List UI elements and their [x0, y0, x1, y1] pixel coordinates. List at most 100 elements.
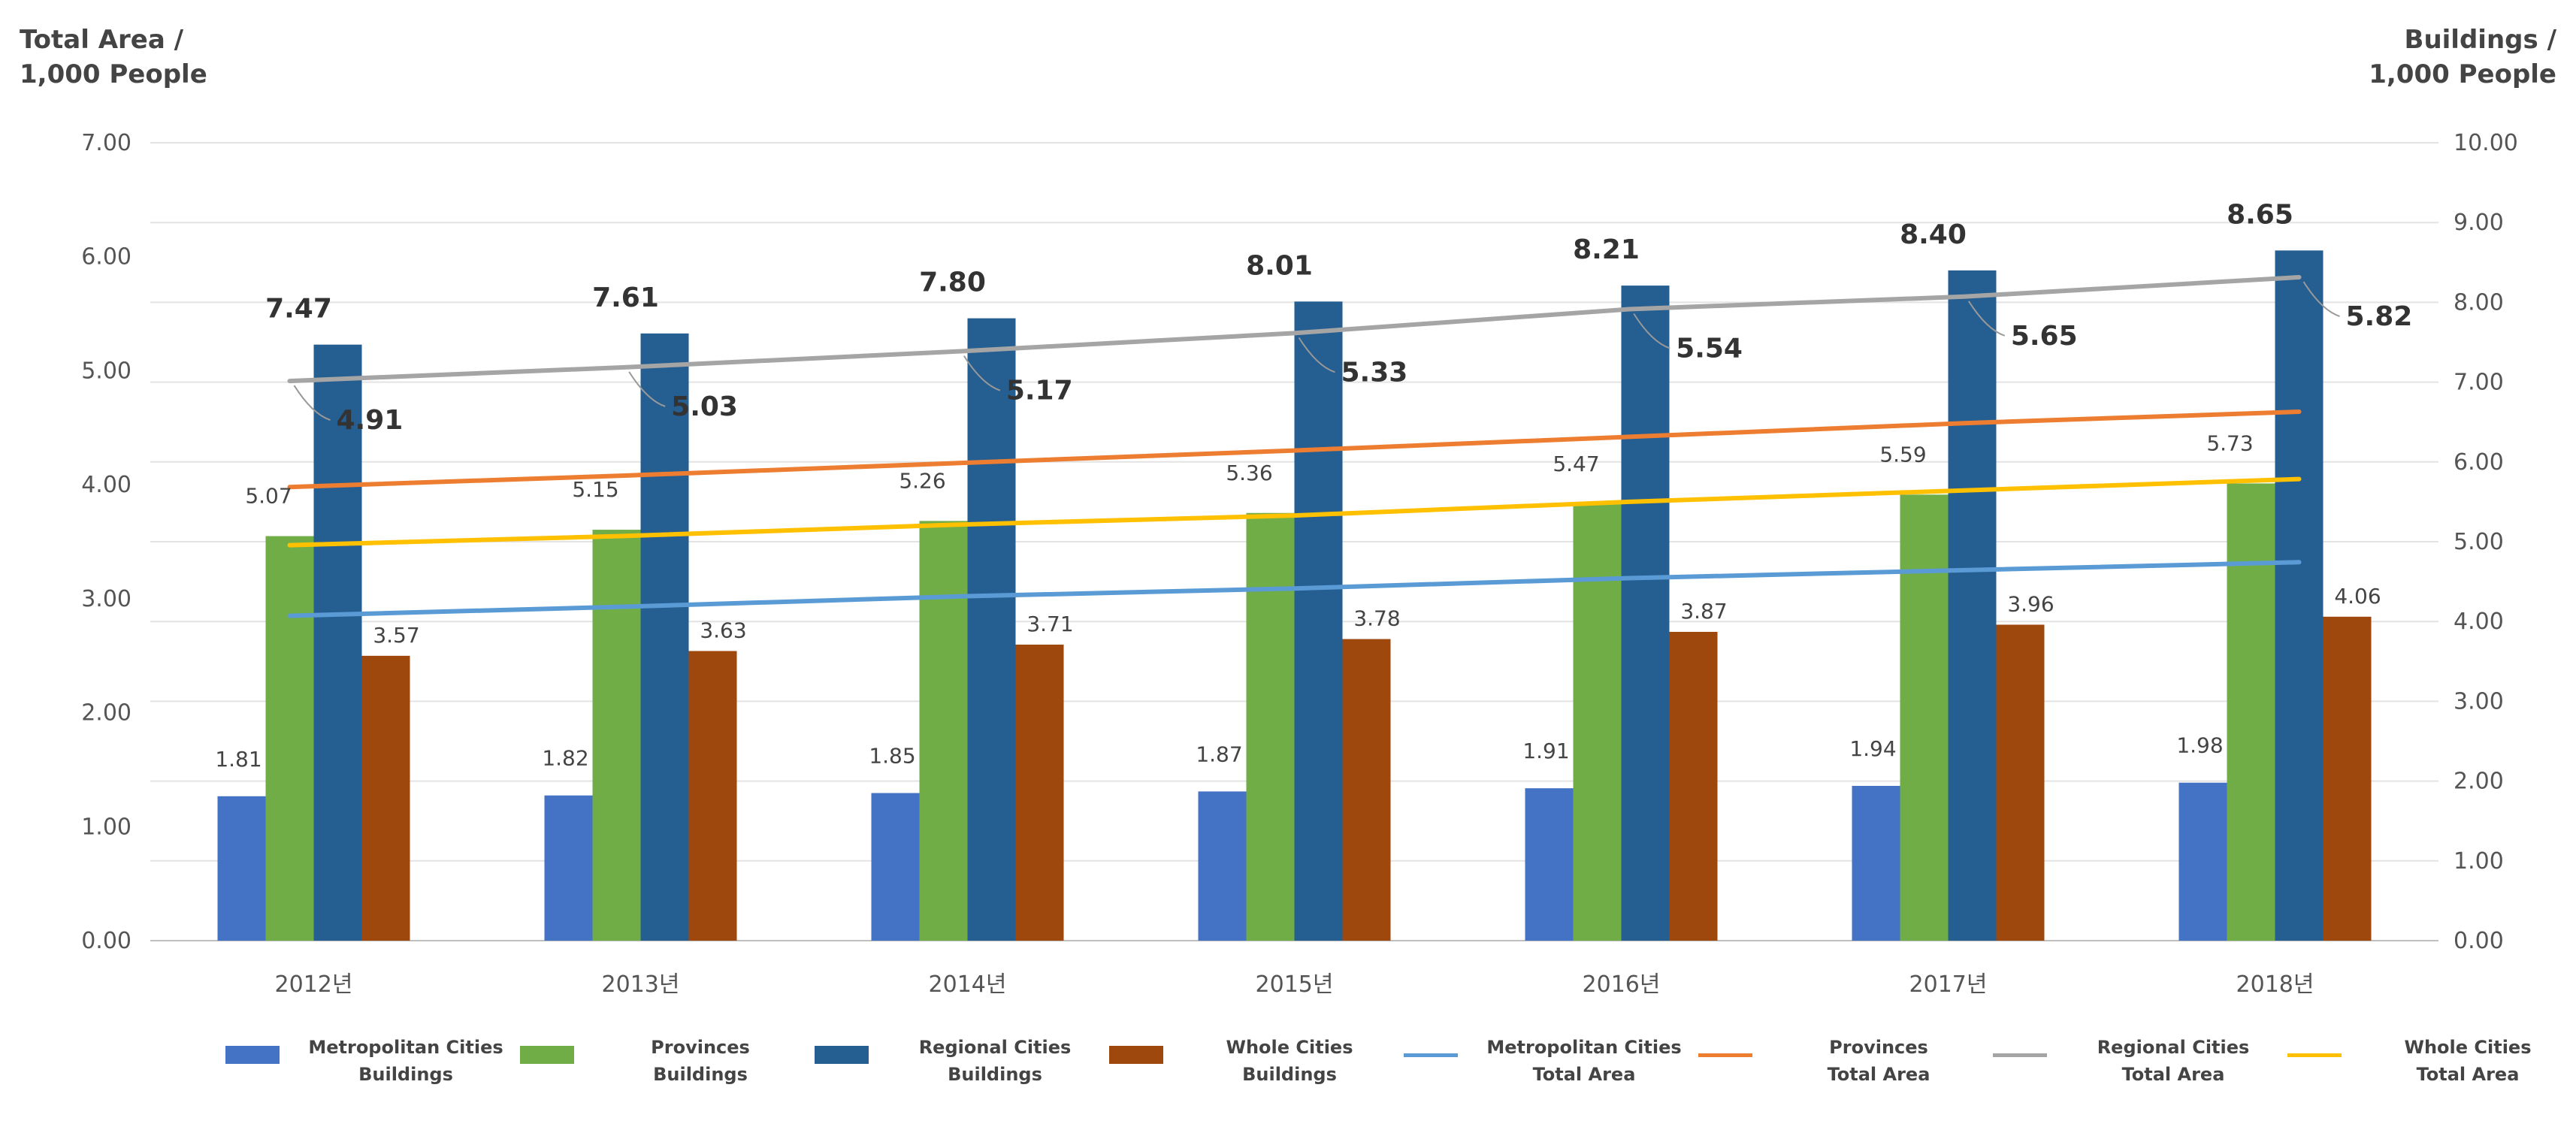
right-tick-label: 4.00: [2454, 609, 2504, 635]
leader-line: [293, 385, 331, 421]
line-data-label: 4.91: [337, 405, 404, 436]
left-tick-label: 0.00: [81, 928, 132, 954]
leader-line: [628, 371, 666, 407]
legend-label: Regional Cities Total Area: [2060, 1034, 2286, 1088]
line-data-label: 5.33: [1341, 357, 1408, 388]
legend-line-swatch: [1993, 1053, 2047, 1057]
legend-label: Metropolitan Cities Buildings: [293, 1034, 519, 1088]
legend-label-line1: Whole Cities: [2404, 1037, 2532, 1058]
left-axis-title-line2: 1,000 People: [20, 59, 207, 89]
bar-data-label: 3.87: [1680, 599, 1727, 624]
legend-label-line1: Whole Cities: [1226, 1037, 1353, 1058]
bar-data-label: 1.82: [542, 746, 588, 771]
bar: [592, 530, 641, 941]
bar-data-label: 3.71: [1026, 612, 1073, 636]
bar-data-label: 5.07: [245, 484, 292, 509]
series-line: [287, 409, 2302, 490]
right-axis-title-line1: Buildings /: [2404, 25, 2556, 55]
bar: [1996, 624, 2045, 941]
line-data-label: 5.82: [2346, 301, 2413, 332]
bar-data-label: 8.01: [1246, 250, 1313, 281]
left-tick-label: 7.00: [81, 130, 132, 156]
right-tick-label: 10.00: [2454, 130, 2518, 156]
legend-swatch: [815, 1046, 869, 1064]
leader-line: [1967, 301, 2006, 337]
legend-label-line2: Buildings: [653, 1064, 748, 1085]
right-tick-label: 9.00: [2454, 210, 2504, 236]
bar-data-label: 3.57: [373, 623, 419, 648]
bar: [967, 318, 1016, 941]
legend-swatch: [1109, 1046, 1163, 1064]
bar-data-label: 1.81: [215, 747, 262, 772]
legend-label-line2: Total Area: [1827, 1064, 1930, 1085]
bar-data-label: 1.98: [2176, 733, 2223, 758]
legend-label-line2: Total Area: [1532, 1064, 1636, 1085]
right-tick-label: 8.00: [2454, 289, 2504, 316]
bar-data-label: 5.59: [1879, 442, 1926, 467]
bar-data-label: 1.87: [1196, 742, 1242, 766]
bar-data-label: 5.73: [2206, 431, 2253, 455]
bar-data-label: 5.15: [572, 477, 618, 502]
legend-label: Whole Cities Buildings: [1177, 1034, 1402, 1088]
bar: [265, 536, 314, 941]
left-tick-label: 1.00: [81, 814, 132, 840]
bar: [2227, 483, 2275, 941]
bar-data-label: 3.63: [700, 618, 746, 642]
leader-line: [963, 355, 1001, 391]
bar: [1525, 788, 1574, 941]
right-tick-label: 6.00: [2454, 449, 2504, 476]
category-label: 2016년: [1583, 971, 1661, 998]
bar-data-label: 5.36: [1226, 461, 1272, 485]
category-label: 2012년: [275, 971, 353, 998]
leader-line: [2302, 281, 2340, 317]
right-tick-label: 3.00: [2454, 688, 2504, 715]
bar: [1015, 644, 1064, 941]
legend-label: Whole Cities Total Area: [2355, 1034, 2576, 1088]
right-tick-label: 7.00: [2454, 370, 2504, 396]
legend-line-swatch: [1404, 1053, 1458, 1057]
left-tick-label: 4.00: [81, 472, 132, 498]
bar: [640, 333, 689, 941]
bar: [2275, 250, 2324, 941]
legend-label-line1: Metropolitan Cities: [1486, 1037, 1682, 1058]
legend-label-line1: Provinces: [1829, 1037, 1928, 1058]
bar: [2178, 782, 2227, 941]
bar: [1948, 270, 1997, 941]
bar-data-label: 3.78: [1353, 606, 1400, 631]
left-tick-label: 3.00: [81, 586, 132, 612]
bar: [313, 344, 362, 941]
left-tick-label: 2.00: [81, 700, 132, 727]
legend-label-line1: Regional Cities: [918, 1037, 1072, 1058]
leader-line: [1298, 337, 1335, 373]
line-data-label: 5.54: [1676, 334, 1743, 364]
bar: [1669, 632, 1718, 941]
bar: [1852, 785, 1900, 941]
series-line: [287, 275, 2302, 384]
bar: [1342, 639, 1391, 941]
bar-data-label: 1.85: [869, 744, 915, 769]
legend: Metropolitan Cities Buildings Provinces Bui…: [0, 1022, 2576, 1127]
bar: [1621, 286, 1670, 941]
bar-data-label: 7.80: [919, 267, 986, 298]
bar: [1573, 504, 1622, 941]
legend-label: Provinces Total Area: [1766, 1034, 1991, 1088]
bar: [688, 651, 737, 941]
combo-chart: 0.00 1.00 2.00 3.00 4.00 5.00 6.00 7.00 0.00 1.0…: [81, 130, 2518, 998]
leader-line: [1633, 313, 1670, 349]
left-axis-title: Total Area / 1,000 People: [20, 23, 207, 92]
legend-line-swatch: [1698, 1053, 1752, 1057]
bar-data-label: 4.06: [2334, 584, 2381, 609]
legend-swatch: [225, 1046, 280, 1064]
bar: [2323, 616, 2372, 941]
series-line: [287, 560, 2302, 618]
right-tick-label: 5.00: [2454, 529, 2504, 555]
bar-data-label: 1.91: [1522, 739, 1569, 763]
bar: [1900, 494, 1949, 941]
right-axis-title-line2: 1,000 People: [2369, 59, 2556, 89]
legend-label-line2: Total Area: [2121, 1064, 2225, 1085]
bar-data-label: 5.26: [899, 468, 945, 493]
left-tick-label: 6.00: [81, 244, 132, 270]
bar-data-label: 1.94: [1849, 736, 1896, 761]
left-tick-label: 5.00: [81, 358, 132, 384]
legend-label-line2: Buildings: [948, 1064, 1042, 1085]
